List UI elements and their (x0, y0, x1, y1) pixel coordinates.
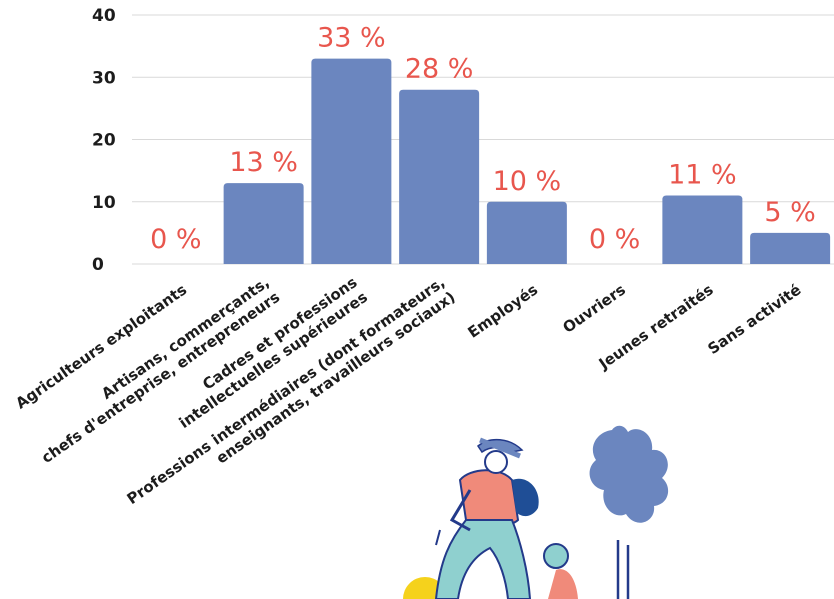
data-label: 0 % (589, 224, 640, 255)
data-label: 10 % (493, 166, 562, 197)
x-category-label-line: Professions intermédiaires (dont formate… (124, 273, 449, 508)
data-labels: 0 % 13 % 33 % 28 % 10 % 0 % 11 % 5 % (150, 23, 816, 255)
x-category-label-line: Employés (465, 280, 542, 341)
x-category-label-line: Sans activité (705, 281, 805, 358)
y-axis-ticks: 0 10 20 30 40 (92, 6, 116, 275)
data-label: 33 % (317, 23, 386, 54)
data-label: 13 % (229, 147, 298, 178)
y-tick-label: 10 (92, 193, 116, 213)
bar (750, 232, 831, 264)
data-label: 5 % (764, 197, 815, 228)
bar (223, 183, 304, 264)
bar (311, 58, 392, 265)
y-tick-label: 20 (92, 131, 116, 151)
bar (399, 89, 480, 264)
tree-illustration-icon (589, 425, 669, 599)
data-label: 11 % (668, 160, 737, 191)
x-category-label: Employés (465, 280, 542, 341)
cyclist-illustration-icon (403, 437, 578, 599)
y-tick-label: 40 (92, 6, 116, 26)
y-tick-label: 0 (92, 255, 104, 275)
x-category-label: Professions intermédiaires (dont formate… (124, 273, 459, 508)
x-category-label: Sans activité (705, 281, 805, 358)
data-label: 0 % (150, 224, 201, 255)
x-category-label: Ouvriers (559, 280, 629, 336)
y-tick-label: 30 (92, 68, 116, 88)
data-label: 28 % (405, 54, 474, 85)
bar (486, 201, 567, 264)
x-category-label-line: Ouvriers (559, 280, 629, 336)
bar (662, 195, 743, 264)
bars (223, 58, 831, 265)
